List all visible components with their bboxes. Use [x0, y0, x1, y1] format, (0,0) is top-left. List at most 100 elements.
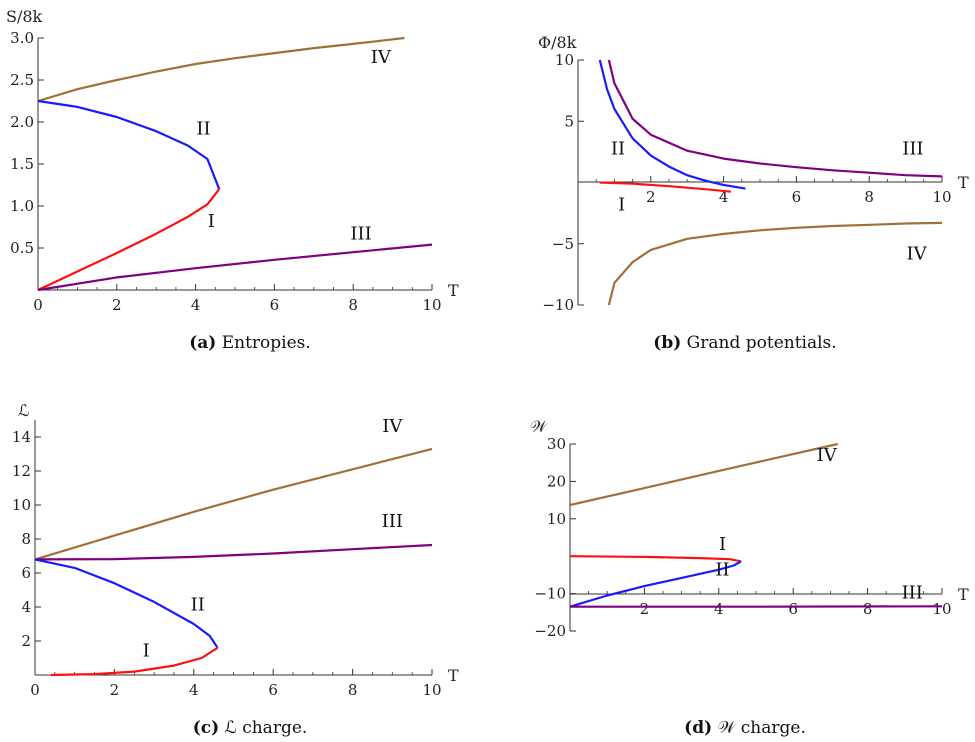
series-line-II: [569, 560, 742, 608]
curve-label-III: III: [902, 582, 923, 603]
y-tick-label: 1.5: [10, 155, 34, 173]
x-axis-label: T: [448, 666, 459, 685]
x-tick-label: 4: [714, 600, 724, 618]
caption-text: Entropies.: [216, 333, 310, 353]
caption-text: 𝒲 charge.: [712, 718, 806, 738]
caption: (b) Grand potentials.: [653, 333, 836, 353]
curve-label-III: III: [350, 224, 371, 245]
x-tick-label: 2: [112, 296, 122, 314]
y-tick-label: −10: [534, 585, 566, 603]
series-line-IV: [607, 221, 943, 306]
x-tick-label: 6: [788, 600, 798, 618]
caption: (c) ℒ charge.: [193, 718, 308, 738]
y-axis-label: ℒ: [18, 401, 30, 420]
curve-label-III: III: [382, 511, 403, 532]
series-line-I: [599, 181, 732, 193]
curve-label-IV: IV: [817, 445, 838, 466]
y-tick-label: 10: [555, 51, 574, 69]
y-tick-label: 30: [547, 435, 566, 453]
caption-tag: (b): [653, 333, 681, 353]
x-tick-label: 10: [422, 296, 441, 314]
curve-label-IV: IV: [906, 244, 927, 265]
x-tick-label: 4: [191, 296, 201, 314]
series-line-III: [34, 543, 433, 561]
curve-label-II: II: [196, 119, 210, 140]
series-line-III: [37, 243, 433, 292]
series-line-II: [34, 558, 219, 649]
y-tick-label: 2.0: [10, 113, 34, 131]
x-tick-label: 10: [932, 188, 951, 206]
series-line-III: [607, 59, 943, 178]
x-tick-label: 0: [30, 681, 40, 699]
series-line-I: [50, 646, 219, 677]
x-tick-label: 4: [189, 681, 199, 699]
curve-label-IV: IV: [382, 416, 403, 437]
y-tick-label: −10: [542, 296, 574, 314]
x-tick-label: 0: [33, 296, 43, 314]
panel-a: 0 2 4 6 8 100.51.01.52.02.53.0S/8kTIVIIIIII(a…: [6, 7, 459, 353]
y-tick-label: 8: [21, 530, 31, 548]
x-tick-label: 6: [268, 681, 278, 699]
caption-text: ℒ charge.: [219, 718, 307, 738]
x-tick-label: 2: [646, 188, 656, 206]
series-line-IV: [569, 442, 839, 507]
y-tick-label: −20: [534, 622, 566, 640]
curve-label-I: I: [618, 195, 625, 216]
y-axis-label: S/8k: [6, 7, 43, 26]
x-tick-label: 8: [864, 188, 874, 206]
x-tick-label: 2: [640, 600, 650, 618]
x-tick-label: 8: [348, 681, 358, 699]
curve-label-IV: IV: [371, 47, 392, 68]
y-axis-label: Φ/8k: [538, 33, 577, 52]
caption-tag: (d): [684, 718, 712, 738]
curve-label-II: II: [611, 138, 625, 159]
y-tick-label: 1.0: [10, 197, 34, 215]
x-axis-label: T: [958, 585, 969, 604]
y-tick-label: 10: [547, 510, 566, 528]
x-axis-label: T: [448, 281, 459, 300]
y-tick-label: 5: [564, 112, 574, 130]
y-tick-label: 3.0: [10, 29, 34, 47]
caption-tag: (c): [193, 718, 219, 738]
y-tick-label: 4: [21, 598, 31, 616]
x-tick-label: 10: [932, 600, 951, 618]
y-tick-label: 2.5: [10, 71, 34, 89]
x-tick-label: 8: [348, 296, 358, 314]
y-axis-label: 𝒲: [530, 417, 548, 436]
y-tick-label: −5: [552, 235, 574, 253]
series-line-II: [598, 59, 746, 190]
caption-text: Grand potentials.: [681, 333, 836, 353]
series-line-IV: [34, 447, 433, 561]
y-tick-label: 20: [547, 472, 566, 490]
caption: (d) 𝒲 charge.: [684, 718, 806, 738]
series-line-II: [37, 99, 221, 190]
x-tick-label: 8: [863, 600, 873, 618]
x-tick-label: 10: [422, 681, 441, 699]
curve-label-I: I: [719, 534, 726, 555]
curve-label-II: II: [191, 594, 205, 615]
x-tick-label: 6: [792, 188, 802, 206]
series-line-I: [37, 188, 221, 291]
caption-tag: (a): [189, 333, 216, 353]
y-tick-label: 12: [12, 462, 31, 480]
x-tick-label: 4: [719, 188, 729, 206]
curve-label-II: II: [715, 560, 729, 581]
caption: (a) Entropies.: [189, 333, 311, 353]
series-line-IV: [37, 36, 405, 103]
y-tick-label: 6: [21, 564, 31, 582]
curve-label-I: I: [143, 640, 150, 661]
series-line-I: [569, 555, 742, 563]
curve-label-I: I: [208, 211, 215, 232]
y-tick-label: 10: [12, 496, 31, 514]
y-tick-label: 2: [21, 632, 31, 650]
x-tick-label: 6: [270, 296, 280, 314]
x-axis-label: T: [958, 173, 969, 192]
x-tick-label: 2: [110, 681, 120, 699]
curve-label-III: III: [902, 138, 923, 159]
y-tick-label: 14: [12, 428, 31, 446]
y-tick-label: 0.5: [10, 239, 34, 257]
